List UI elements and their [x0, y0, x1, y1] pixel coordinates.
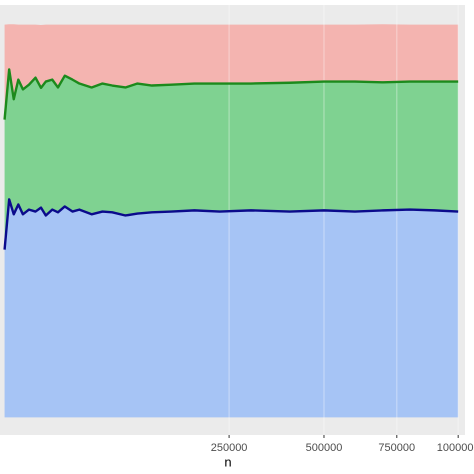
x-tick-label: 250000 — [211, 442, 248, 454]
area — [4, 199, 459, 418]
line — [3, 198, 459, 250]
area — [4, 69, 459, 250]
x-axis-title: n — [224, 454, 231, 469]
area — [4, 24, 459, 120]
line — [3, 68, 459, 120]
x-tick-label: 750000 — [378, 442, 415, 454]
grid — [228, 5, 459, 435]
x-tick-label: 1000000 — [437, 442, 474, 454]
x-tick-label: 500000 — [306, 442, 343, 454]
